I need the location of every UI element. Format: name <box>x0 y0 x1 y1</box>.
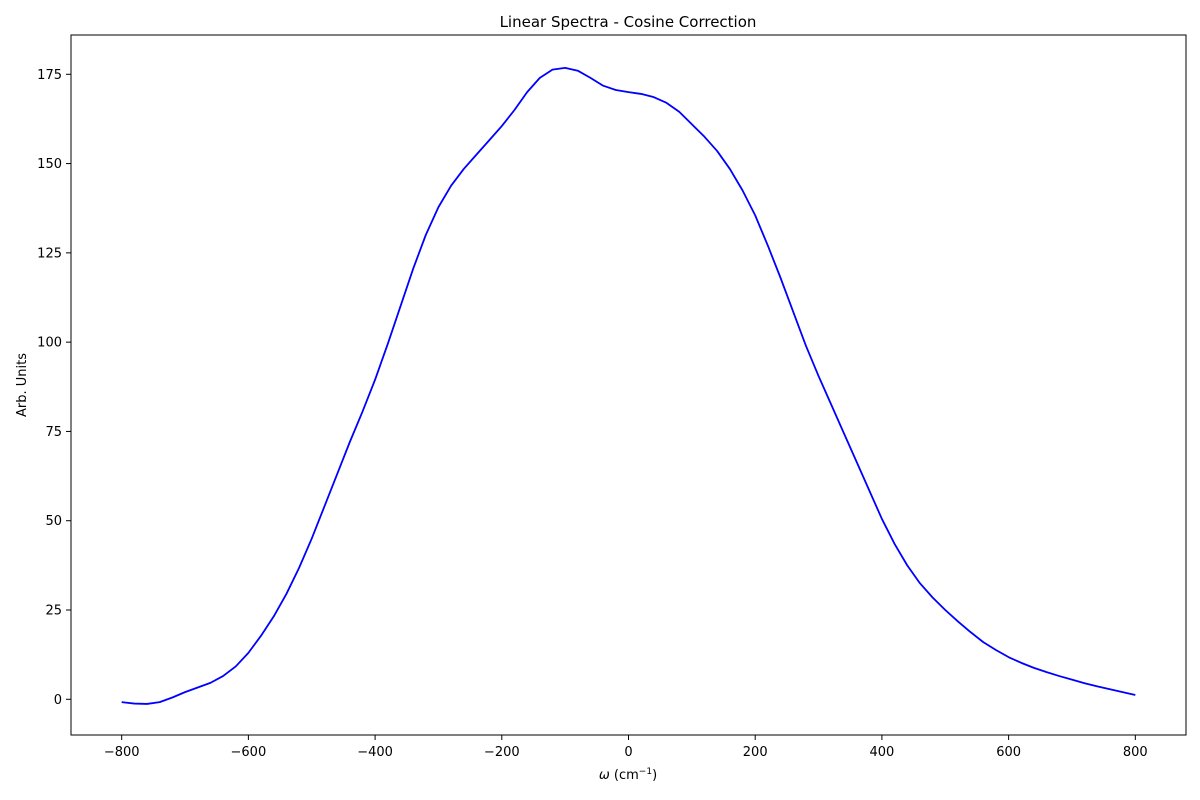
y-tick-label: 0 <box>54 693 62 708</box>
x-tick-label: −600 <box>231 745 267 760</box>
x-tick-label: 0 <box>624 745 632 760</box>
x-tick-label: 800 <box>1123 745 1148 760</box>
y-axis-label: Arb. Units <box>15 353 30 417</box>
y-tick-label: 175 <box>37 68 62 83</box>
y-tick-label: 125 <box>37 246 62 261</box>
x-tick-label: −800 <box>104 745 140 760</box>
x-tick-label: −200 <box>484 745 520 760</box>
x-axis-label: ω (cm−1) <box>599 767 657 783</box>
x-tick-label: 200 <box>743 745 768 760</box>
y-tick-label: 75 <box>45 425 62 440</box>
series-line <box>121 66 1136 705</box>
x-tick-label: 600 <box>996 745 1021 760</box>
y-tick-label: 25 <box>45 604 62 619</box>
x-tick-label: −400 <box>357 745 393 760</box>
x-tick-label: 400 <box>869 745 894 760</box>
plot-frame <box>70 34 1187 736</box>
plot-area <box>70 34 1187 736</box>
y-axis-ticks: 0 25 50 75 100 125 150 175 <box>37 68 71 708</box>
y-tick-label: 100 <box>37 336 62 351</box>
y-tick-label: 50 <box>45 514 62 529</box>
y-tick-label: 150 <box>37 157 62 172</box>
chart-title: Linear Spectra - Cosine Correction <box>500 13 757 31</box>
x-axis-ticks: −800 −600 −400 −200 0 200 400 600 800 <box>104 735 1148 760</box>
